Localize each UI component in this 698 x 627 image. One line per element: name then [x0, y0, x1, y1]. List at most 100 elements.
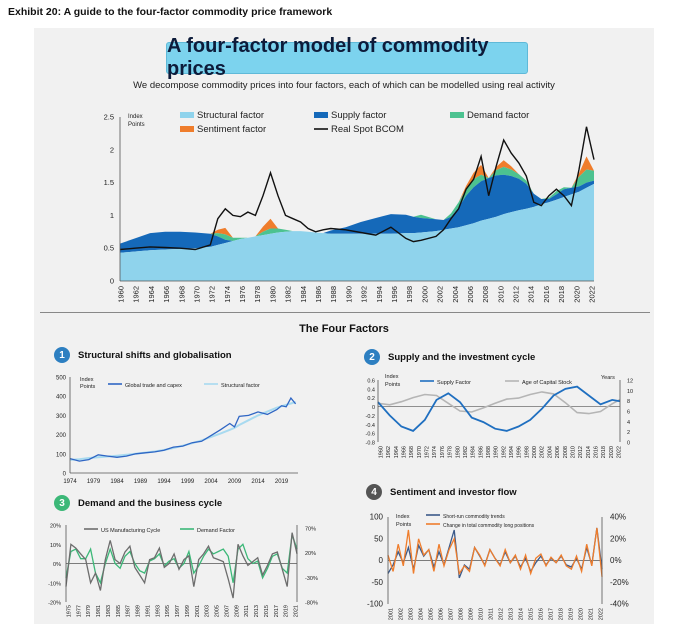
c2-x-tick-20: 2000: [532, 446, 538, 458]
main-x-tick-20: 2000: [420, 286, 429, 303]
c4-y2-tick-1: 20%: [610, 534, 626, 543]
c4-x-tick-5: 2006: [439, 608, 445, 620]
c1-x-tick-4: 1994: [157, 479, 171, 485]
c1-x-tick-7: 2009: [228, 479, 242, 485]
c3-x-tick-0: 1975: [67, 605, 73, 617]
main-x-tick-25: 2010: [496, 286, 505, 303]
c2-y-tick-7: -0.8: [366, 441, 375, 447]
c2-x-tick-7: 1974: [432, 446, 438, 458]
c2-y-tick-4: -0.2: [366, 414, 375, 420]
main-x-tick-31: 2022: [588, 286, 597, 303]
main-x-tick-21: 2002: [436, 286, 445, 303]
c3-x-tick-8: 1991: [145, 605, 151, 617]
main-x-tick-17: 1994: [375, 286, 384, 303]
c4-y-tick-4: -100: [367, 600, 384, 609]
section-3-header: 3 Demand and the business cycle: [54, 495, 222, 511]
c2-y2-tick-5: 2: [627, 430, 630, 436]
main-x-tick-29: 2018: [557, 286, 566, 303]
main-x-tick-3: 1966: [162, 286, 171, 303]
legend-structural-label: Structural factor: [197, 110, 264, 121]
c1-legend-structural-label: Structural factor: [221, 383, 260, 389]
c2-x-tick-13: 1986: [478, 446, 484, 458]
section-2-title: Supply and the investment cycle: [388, 351, 536, 363]
c2-x-tick-19: 1998: [524, 446, 530, 458]
c1-x-tick-6: 2004: [204, 479, 218, 485]
main-x-tick-28: 2016: [542, 286, 551, 303]
c2-x-tick-3: 1966: [402, 446, 408, 458]
c1-y-tick-4: 100: [56, 452, 67, 458]
legend-demand-swatch: [450, 112, 464, 118]
c2-x-tick-31: 2022: [617, 446, 623, 458]
section-1-badge: 1: [54, 347, 70, 363]
c1-legend-trade-label: Global trade and capex: [125, 383, 182, 389]
c2-legend-supply-label: Supply Factor: [437, 380, 471, 386]
c2-x-tick-14: 1988: [486, 446, 492, 458]
main-x-tick-10: 1980: [268, 286, 277, 303]
main-y-tick-5: 0: [110, 277, 114, 286]
section-1-title: Structural shifts and globalisation: [78, 349, 232, 361]
c2-x-tick-28: 2016: [593, 446, 599, 458]
c2-x-tick-11: 1982: [463, 446, 469, 458]
c2-y2-tick-3: 6: [627, 410, 630, 416]
c2-x-tick-5: 1970: [417, 446, 423, 458]
c4-trend-line: [387, 527, 603, 579]
main-x-tick-18: 1996: [390, 286, 399, 303]
c3-y-tick-1: 10%: [50, 543, 61, 549]
c2-x-tick-23: 2006: [555, 446, 561, 458]
c3-x-tick-3: 1981: [96, 605, 102, 617]
c3-manufacturing-line: [65, 532, 298, 599]
c3-x-tick-21: 2017: [274, 605, 280, 617]
c3-y-tick-4: -20%: [48, 601, 61, 607]
c4-x-tick-15: 2016: [539, 608, 545, 620]
main-x-tick-22: 2004: [451, 286, 460, 303]
c2-age-line: [377, 391, 621, 415]
c2-x-tick-6: 1972: [425, 446, 431, 458]
c3-x-tick-9: 1993: [155, 605, 161, 617]
main-x-tick-0: 1960: [117, 286, 126, 303]
c2-y2-tick-6: 0: [627, 441, 630, 447]
c2-x-tick-15: 1990: [494, 446, 500, 458]
c4-x-tick-21: 2022: [599, 608, 605, 620]
c2-x-tick-1: 1962: [386, 446, 392, 458]
c1-ylabel-1: Index: [80, 377, 94, 383]
c3-x-tick-10: 1995: [165, 605, 171, 617]
c2-y2-tick-0: 12: [627, 379, 633, 385]
c3-x-tick-13: 2001: [195, 605, 201, 617]
section-1-header: 1 Structural shifts and globalisation: [54, 347, 232, 363]
c2-y2-tick-1: 10: [627, 389, 633, 395]
c3-x-tick-19: 2013: [254, 605, 260, 617]
main-subtitle: We decompose commodity prices into four …: [133, 80, 555, 91]
main-x-tick-15: 1990: [344, 286, 353, 303]
c4-y-tick-1: 50: [374, 534, 383, 543]
legend-sentiment-swatch: [180, 126, 194, 132]
section-divider: [40, 312, 650, 313]
main-y-tick-3: 1: [110, 211, 114, 220]
section-3-badge: 3: [54, 495, 70, 511]
c4-x-tick-0: 2001: [389, 608, 395, 620]
c2-y2-tick-4: 4: [627, 420, 630, 426]
c2-supply-line: [377, 385, 621, 432]
four-factors-title: The Four Factors: [299, 323, 389, 335]
c1-x-tick-3: 1989: [134, 479, 148, 485]
c2-y2label: Years: [601, 375, 615, 381]
main-x-tick-5: 1970: [192, 286, 201, 303]
c2-ylabel-2: Points: [385, 382, 401, 388]
c1-y-tick-1: 400: [56, 395, 67, 401]
c3-y2-tick-3: -80%: [305, 601, 318, 607]
c2-ylabel-1: Index: [385, 374, 399, 380]
c3-y2-tick-2: -30%: [305, 576, 318, 582]
c4-x-tick-7: 2008: [459, 608, 465, 620]
c3-x-tick-15: 2005: [215, 605, 221, 617]
c4-x-tick-4: 2005: [429, 608, 435, 620]
section-4-title: Sentiment and investor flow: [390, 486, 517, 498]
c3-y2-tick-0: 70%: [305, 527, 316, 533]
c3-y-tick-0: 20%: [50, 524, 61, 530]
legend-supply-swatch: [314, 112, 328, 118]
main-x-tick-14: 1988: [329, 286, 338, 303]
c2-y-tick-6: -0.6: [366, 432, 375, 438]
c2-x-tick-9: 1978: [448, 446, 454, 458]
c4-y-tick-0: 100: [370, 513, 384, 522]
main-x-tick-30: 2020: [572, 286, 581, 303]
